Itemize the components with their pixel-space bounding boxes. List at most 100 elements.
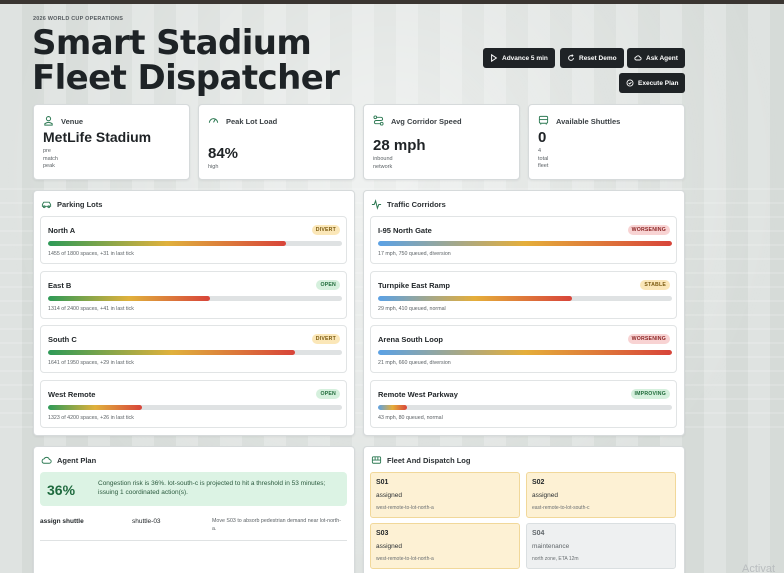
parking-lot-item[interactable]: East B OPEN 1314 of 2400 spaces, +41 in la…: [40, 270, 347, 319]
venue-sub-line: match: [43, 155, 58, 162]
venue-label: Venue: [61, 117, 84, 126]
parking-lot-item[interactable]: South C DIVERT 1641 of 1950 spaces, +29 in…: [40, 325, 347, 373]
corridor-speed-label: Avg Corridor Speed: [391, 117, 462, 126]
corridor-sub-line: inbound: [373, 156, 393, 162]
corridor-speed-sub: inbound network: [373, 156, 393, 171]
action-target: shuttle-03: [132, 518, 161, 525]
shuttles-sub-line: 4: [538, 148, 542, 154]
shuttle-route: west-remote-to-lot-north-a: [376, 556, 434, 562]
venue-sub-line: pre: [43, 148, 51, 154]
progress-track: [378, 241, 672, 246]
route-icon: [373, 115, 384, 126]
status-badge: OPEN: [316, 388, 340, 399]
shuttle-route: west-remote-to-lot-north-a: [376, 505, 434, 511]
item-meta: 1455 of 1800 spaces, +31 in last tick: [48, 251, 134, 257]
progress-track: [48, 404, 342, 410]
stat-card-shuttles: Available Shuttles 0 4 total fleet: [528, 104, 685, 180]
shuttle-status: assigned: [532, 492, 559, 499]
shuttle-card[interactable]: S01 assigned west-remote-to-lot-north-a: [370, 472, 520, 518]
progress-fill: [48, 241, 287, 246]
progress-fill: [48, 350, 295, 355]
shuttle-route: east-remote-to-lot-south-c: [532, 505, 590, 511]
status-badge: WORSENING: [627, 334, 670, 344]
cloud-icon: [41, 456, 52, 464]
venue-value: MetLife Stadium: [43, 129, 152, 145]
bus-icon: [538, 115, 549, 125]
item-meta: 43 mph, 80 queued, normal: [378, 414, 443, 421]
item-meta: 29 mph, 410 queued, normal: [378, 305, 446, 312]
shuttle-card[interactable]: S02 assigned east-remote-to-lot-south-c: [526, 472, 676, 518]
item-meta: 1641 of 1950 spaces, +29 in last tick: [48, 360, 134, 366]
progress-fill: [378, 295, 573, 301]
progress-track: [48, 350, 342, 355]
corridor-sub-line: network: [373, 163, 393, 170]
parking-lot-item[interactable]: North A DIVERT 1455 of 1800 spaces, +31 in…: [40, 216, 347, 264]
corridor-item[interactable]: Arena South Loop WORSENING 21 mph, 660 que…: [370, 325, 677, 373]
lot-load-value: 84%: [208, 145, 239, 162]
corridor-speed-value: 28 mph: [373, 137, 426, 154]
shuttle-id: S04: [532, 530, 545, 537]
activity-icon: [371, 199, 382, 210]
progress-track: [48, 241, 342, 246]
parking-lots-panel: Parking Lots North A DIVERT 1455 of 1800 s…: [33, 190, 355, 436]
progress-fill: [378, 404, 408, 410]
progress-fill: [48, 404, 143, 410]
item-name: Remote West Parkway: [378, 389, 458, 399]
item-meta: 17 mph, 750 queued, diversion: [378, 251, 451, 257]
shuttle-route: north zone, ETA 12m: [532, 556, 579, 562]
parking-lot-item[interactable]: West Remote OPEN 1323 of 4200 spaces, +26 …: [40, 379, 347, 428]
shuttles-sub-line: fleet: [538, 163, 549, 169]
shuttle-card[interactable]: S03 assigned west-remote-to-lot-north-a: [370, 523, 520, 569]
parking-lots-title: Parking Lots: [57, 200, 103, 209]
risk-summary: 36% Congestion risk is 36%. lot-south-c …: [40, 472, 347, 506]
item-name: South C: [48, 335, 77, 344]
shuttle-id: S03: [376, 530, 389, 537]
traffic-corridors-panel: Traffic Corridors I-95 North Gate WORSENI…: [363, 190, 685, 436]
progress-track: [378, 350, 672, 355]
fleet-title: Fleet And Dispatch Log: [387, 456, 471, 465]
corridor-item[interactable]: Remote West Parkway IMPROVING 43 mph, 80 q…: [370, 379, 677, 428]
item-name: I-95 North Gate: [378, 226, 432, 235]
venue-sub-line: peak: [43, 163, 55, 169]
stat-card-corridor-speed: Avg Corridor Speed 28 mph inbound networ…: [363, 104, 520, 180]
traffic-corridors-title: Traffic Corridors: [387, 200, 446, 209]
item-meta: 21 mph, 660 queued, diversion: [378, 360, 451, 366]
item-meta: 1323 of 4200 spaces, +26 in last tick: [48, 414, 134, 421]
shuttle-card[interactable]: S04 maintenance north zone, ETA 12m: [526, 523, 676, 569]
venue-sub: pre match peak: [43, 148, 58, 171]
play-icon: [491, 54, 498, 62]
status-badge: IMPROVING: [630, 388, 670, 399]
action-row: assign shuttle shuttle-03 Move S03 to ab…: [40, 515, 347, 541]
progress-fill: [378, 350, 672, 355]
advance-label: Advance 5 min: [502, 54, 548, 62]
car-icon: [41, 201, 52, 209]
status-badge: STABLE: [640, 279, 670, 290]
shuttles-label: Available Shuttles: [556, 117, 621, 126]
window-top-bar: [0, 0, 784, 4]
reset-button[interactable]: Reset Demo: [560, 48, 624, 68]
execute-plan-label: Execute Plan: [638, 79, 679, 87]
shuttles-sub: 4 total fleet: [538, 148, 548, 171]
action-type: assign shuttle: [40, 518, 84, 525]
cloud-icon: [634, 55, 642, 61]
corridor-item[interactable]: I-95 North Gate WORSENING 17 mph, 750 queu…: [370, 216, 677, 264]
execute-plan-button[interactable]: Execute Plan: [619, 73, 686, 93]
progress-track: [378, 295, 672, 301]
shuttle-status: assigned: [376, 492, 403, 499]
lot-load-label: Peak Lot Load: [226, 117, 278, 126]
shuttles-sub-line: total: [538, 155, 549, 162]
progress-track: [48, 295, 342, 301]
agent-plan-panel: Agent Plan 36% Congestion risk is 36%. l…: [33, 446, 355, 573]
action-description: Move S03 to absorb pedestrian demand nea…: [212, 518, 341, 532]
agent-plan-title: Agent Plan: [57, 456, 97, 465]
item-name: Turnpike East Ramp: [378, 280, 450, 290]
reset-label: Reset Demo: [579, 54, 617, 62]
check-circle-icon: [626, 79, 634, 87]
status-badge: DIVERT: [311, 334, 340, 344]
risk-summary-text: Congestion risk is 36%. lot-south-c is p…: [98, 480, 326, 496]
status-badge: WORSENING: [627, 225, 670, 235]
corridor-item[interactable]: Turnpike East Ramp STABLE 29 mph, 410 queu…: [370, 270, 677, 319]
ask-agent-button[interactable]: Ask Agent: [627, 48, 685, 68]
page-title: Smart Stadium Fleet Dispatcher: [32, 23, 340, 98]
advance-button[interactable]: Advance 5 min: [483, 48, 555, 68]
